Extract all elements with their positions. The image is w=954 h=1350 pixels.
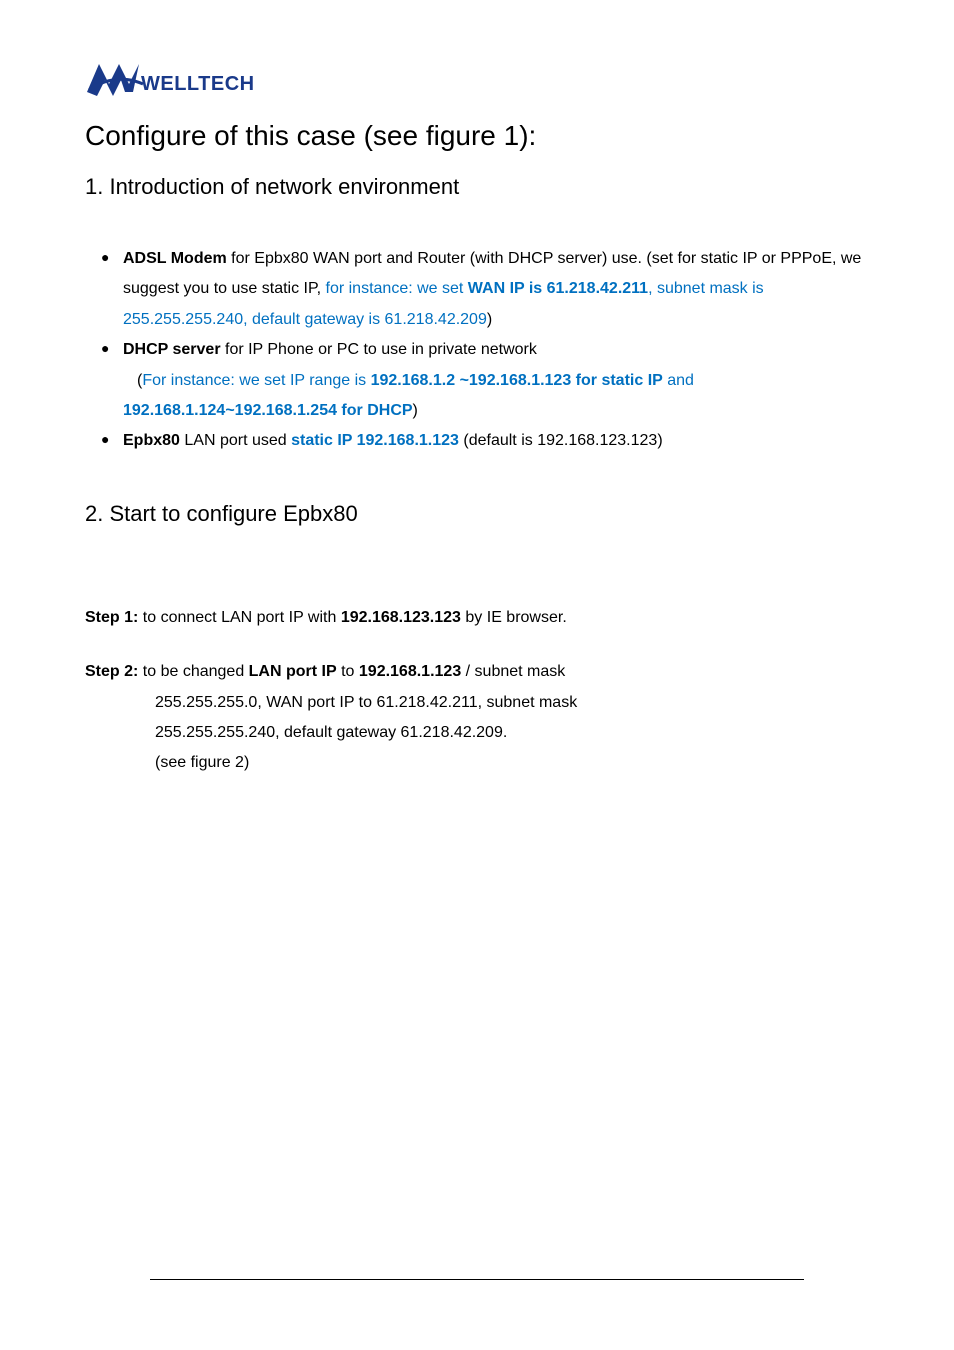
- bullet1-blue-bold: WAN IP is 61.218.42.211: [468, 280, 648, 297]
- step2-label: Step 2:: [85, 663, 138, 680]
- list-item: Epbx80 LAN port used static IP 192.168.1…: [85, 426, 869, 456]
- list-item: DHCP server for IP Phone or PC to use in…: [85, 335, 869, 426]
- bullet3-bold: Epbx80: [123, 432, 180, 449]
- bullet2-bold: DHCP server: [123, 341, 221, 358]
- step2-text-c: to: [337, 663, 359, 680]
- bullet2-sub: (For instance: we set IP range is 192.16…: [123, 372, 663, 389]
- step2-cont3: (see figure 2): [85, 748, 869, 778]
- page-title: Configure of this case (see figure 1):: [85, 120, 869, 152]
- welltech-logo-icon: WELLTECH: [85, 60, 285, 102]
- bullet1-blue1: for instance: we set: [326, 280, 468, 297]
- bullet2-text: for IP Phone or PC to use in private net…: [221, 341, 537, 358]
- step1-text-a: to connect LAN port IP with: [138, 609, 340, 626]
- bullet2-and: and: [663, 372, 694, 389]
- section2-heading: 2. Start to configure Epbx80: [85, 501, 869, 527]
- bullet2-close: ): [413, 402, 418, 419]
- bullet3-text1: LAN port used: [180, 432, 291, 449]
- section1-heading: 1. Introduction of network environment: [85, 174, 869, 200]
- step2-cont1: 255.255.255.0, WAN port IP to 61.218.42.…: [85, 688, 869, 718]
- step2-lanport: LAN port IP: [249, 663, 337, 680]
- step1-ip: 192.168.123.123: [341, 609, 461, 626]
- step2-text-e: / subnet mask: [461, 663, 565, 680]
- step2-cont2: 255.255.255.240, default gateway 61.218.…: [85, 718, 869, 748]
- bullet-list: ADSL Modem for Epbx80 WAN port and Route…: [85, 244, 869, 457]
- brand-logo: WELLTECH: [85, 60, 869, 102]
- step2-ip: 192.168.1.123: [359, 663, 461, 680]
- step1-label: Step 1:: [85, 609, 138, 626]
- step1-block: Step 1: to connect LAN port IP with 192.…: [85, 603, 869, 633]
- document-page: WELLTECH Configure of this case (see fig…: [0, 0, 954, 1350]
- step2-text-a: to be changed: [138, 663, 248, 680]
- logo-text: WELLTECH: [141, 73, 255, 95]
- list-item: ADSL Modem for Epbx80 WAN port and Route…: [85, 244, 869, 335]
- bullet1-bold: ADSL Modem: [123, 250, 227, 267]
- step1-text-c: by IE browser.: [461, 609, 567, 626]
- bullet3-text2: (default is 192.168.123.123): [459, 432, 663, 449]
- bullet1-close: ): [487, 311, 492, 328]
- footer-rule: [150, 1279, 804, 1280]
- bullet2-blue1: For instance: we set IP range is: [142, 372, 370, 389]
- bullet3-bluebold: static IP 192.168.1.123: [291, 432, 459, 449]
- bullet2-bluebold1: 192.168.1.2 ~192.168.1.123 for static IP: [371, 372, 663, 389]
- bullet2-bluebold2: 192.168.1.124~192.168.1.254 for DHCP: [123, 402, 413, 419]
- step2-block: Step 2: to be changed LAN port IP to 192…: [85, 657, 869, 779]
